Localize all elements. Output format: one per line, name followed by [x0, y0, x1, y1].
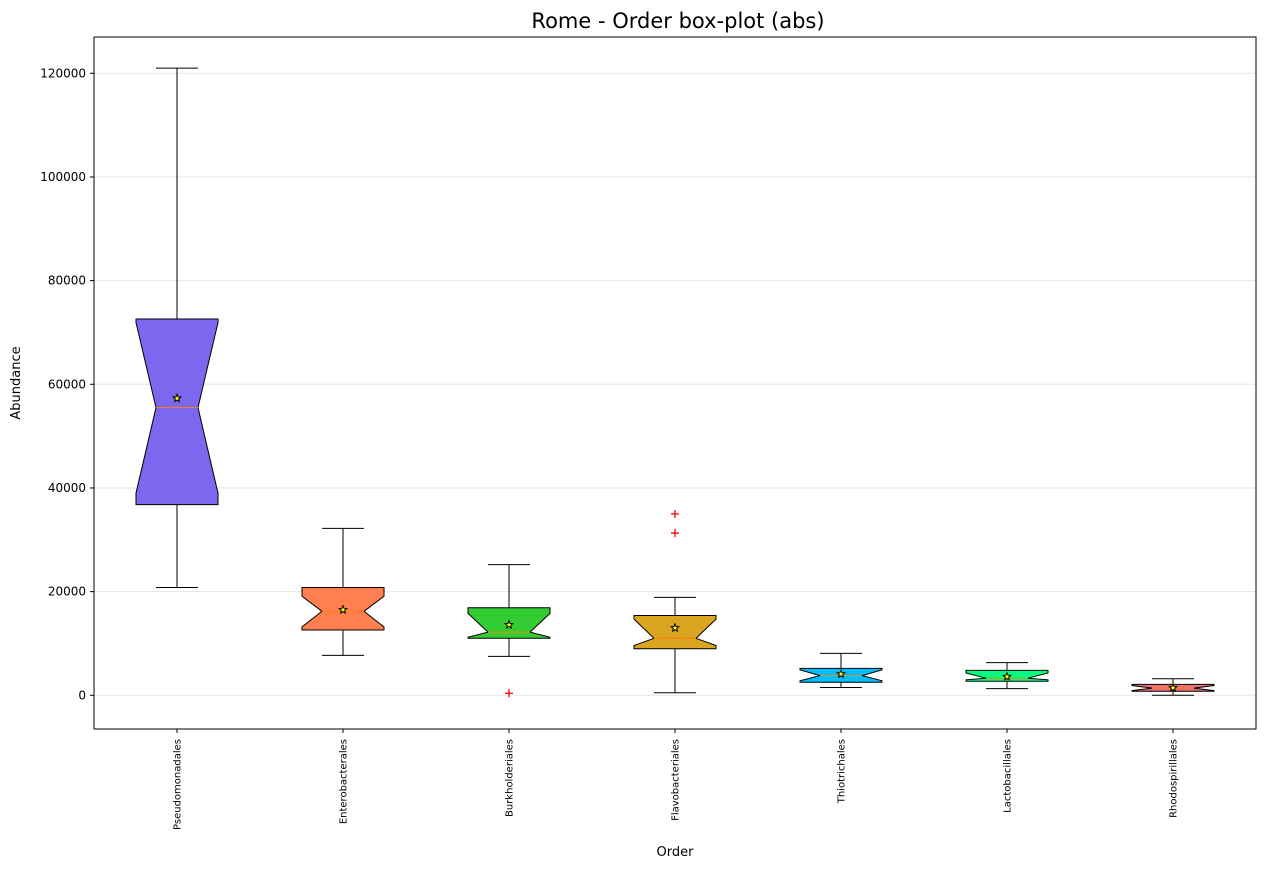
y-tick-label: 40000: [48, 481, 86, 495]
mean-marker: [171, 392, 183, 403]
mean-marker: [1001, 671, 1013, 681]
box-body: [135, 318, 219, 506]
x-tick-label: Enterobacterales: [339, 739, 350, 824]
y-axis: 0 20000 40000 60000 80000 100000 120000: [40, 66, 94, 702]
box-flavobacteriales: [633, 509, 717, 694]
outlier-marker: [671, 529, 679, 538]
outlier-marker: [671, 509, 679, 518]
mean-marker: [1167, 682, 1179, 693]
mean-marker: [669, 622, 681, 633]
y-tick-label: 60000: [48, 377, 86, 391]
y-tick-label: 80000: [48, 274, 86, 288]
chart-title: Rome - Order box-plot (abs): [531, 9, 824, 33]
boxes: [135, 67, 1215, 698]
x-axis: Pseudomonadales Enterobacterales Burkholde…: [173, 729, 1180, 830]
x-axis-label: Order: [657, 845, 695, 860]
x-tick-label: Rhodospirillales: [1169, 739, 1180, 818]
box-thiotrichales: [799, 652, 883, 689]
box-rhodospirillales: [1131, 678, 1215, 696]
box-enterobacterales: [301, 527, 385, 656]
x-tick-label: Flavobacteriales: [671, 739, 682, 821]
x-tick-label: Lactobacillales: [1003, 739, 1014, 813]
y-tick-label: 100000: [40, 170, 86, 184]
x-tick-label: Thiotrichales: [837, 739, 848, 804]
outlier-marker: [505, 689, 513, 698]
box-pseudomonadales: [135, 67, 219, 588]
y-axis-label: Abundance: [9, 346, 24, 419]
y-tick-label: 20000: [48, 585, 86, 599]
box-body: [633, 615, 717, 650]
box-burkholderiales: [467, 564, 551, 698]
mean-marker: [503, 619, 515, 630]
mean-marker: [337, 604, 349, 615]
box-lactobacillales: [965, 662, 1049, 690]
y-tick-label: 120000: [40, 66, 86, 80]
y-tick-label: 0: [78, 688, 86, 702]
x-tick-label: Pseudomonadales: [173, 739, 184, 830]
grid: [94, 72, 1256, 696]
x-tick-label: Burkholderiales: [505, 739, 516, 817]
mean-marker: [835, 668, 847, 679]
